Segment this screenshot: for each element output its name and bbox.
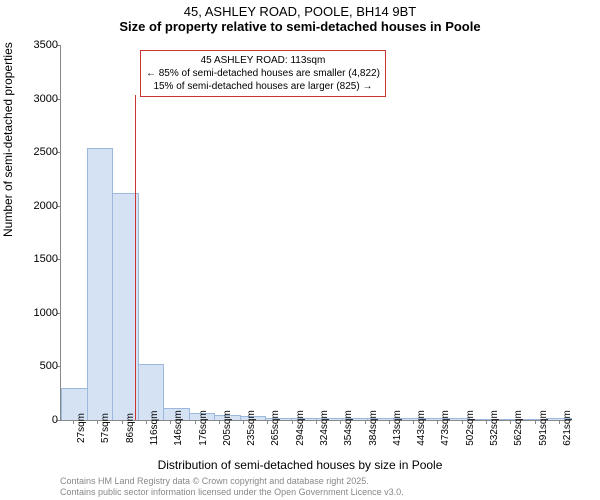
chart-container: 45, ASHLEY ROAD, POOLE, BH14 9BT Size of… (0, 0, 600, 500)
x-tick-label: 57sqm (100, 413, 111, 443)
x-tick-mark (486, 420, 487, 424)
x-tick-mark (340, 420, 341, 424)
title-block: 45, ASHLEY ROAD, POOLE, BH14 9BT Size of… (0, 0, 600, 34)
y-tick-label: 2500 (18, 146, 58, 158)
footer-line2: Contains public sector information licen… (60, 487, 404, 498)
x-tick-label: 205sqm (222, 410, 233, 446)
histogram-bar (87, 148, 114, 420)
x-tick-label: 354sqm (343, 410, 354, 446)
x-tick-label: 384sqm (368, 410, 379, 446)
y-tick-label: 3000 (18, 93, 58, 105)
x-tick-mark (122, 420, 123, 424)
x-tick-label: 86sqm (125, 413, 136, 443)
x-tick-label: 532sqm (489, 410, 500, 446)
footer-line1: Contains HM Land Registry data © Crown c… (60, 476, 404, 487)
x-tick-label: 294sqm (295, 410, 306, 446)
x-tick-mark (535, 420, 536, 424)
x-tick-label: 413sqm (392, 410, 403, 446)
x-tick-mark (365, 420, 366, 424)
x-axis-label: Distribution of semi-detached houses by … (0, 458, 600, 472)
callout-line1: 45 ASHLEY ROAD: 113sqm (146, 54, 380, 67)
y-tick-label: 0 (18, 414, 58, 426)
x-tick-mark (292, 420, 293, 424)
x-tick-mark (413, 420, 414, 424)
x-tick-label: 235sqm (246, 410, 257, 446)
x-tick-mark (559, 420, 560, 424)
x-tick-label: 443sqm (416, 410, 427, 446)
plot-area: 45 ASHLEY ROAD: 113sqm← 85% of semi-deta… (60, 45, 571, 421)
x-tick-mark (267, 420, 268, 424)
callout-box: 45 ASHLEY ROAD: 113sqm← 85% of semi-deta… (140, 50, 386, 97)
x-tick-mark (243, 420, 244, 424)
reference-line (135, 95, 136, 420)
x-tick-mark (195, 420, 196, 424)
x-tick-label: 324sqm (319, 410, 330, 446)
y-tick-label: 3500 (18, 39, 58, 51)
y-axis-label: Number of semi-detached properties (1, 42, 15, 237)
x-tick-mark (510, 420, 511, 424)
x-tick-mark (462, 420, 463, 424)
y-tick-label: 2000 (18, 200, 58, 212)
y-tick-label: 500 (18, 360, 58, 372)
x-tick-mark (146, 420, 147, 424)
y-tick-label: 1500 (18, 253, 58, 265)
x-tick-label: 27sqm (76, 413, 87, 443)
x-tick-label: 176sqm (198, 410, 209, 446)
footer-attribution: Contains HM Land Registry data © Crown c… (60, 476, 404, 498)
title-address: 45, ASHLEY ROAD, POOLE, BH14 9BT (0, 4, 600, 19)
x-tick-mark (389, 420, 390, 424)
y-tick-label: 1000 (18, 307, 58, 319)
title-subtitle: Size of property relative to semi-detach… (0, 19, 600, 34)
callout-line3: 15% of semi-detached houses are larger (… (146, 80, 380, 93)
x-tick-mark (316, 420, 317, 424)
x-tick-mark (97, 420, 98, 424)
x-tick-label: 116sqm (149, 411, 160, 446)
x-tick-label: 502sqm (465, 410, 476, 446)
x-tick-label: 473sqm (440, 410, 451, 446)
x-tick-label: 265sqm (270, 410, 281, 446)
x-tick-mark (437, 420, 438, 424)
x-tick-label: 621sqm (562, 410, 573, 446)
x-tick-label: 591sqm (538, 410, 549, 446)
x-tick-label: 146sqm (173, 410, 184, 446)
x-tick-label: 562sqm (513, 410, 524, 446)
x-tick-mark (73, 420, 74, 424)
x-tick-mark (170, 420, 171, 424)
x-tick-mark (219, 420, 220, 424)
callout-line2: ← 85% of semi-detached houses are smalle… (146, 67, 380, 80)
